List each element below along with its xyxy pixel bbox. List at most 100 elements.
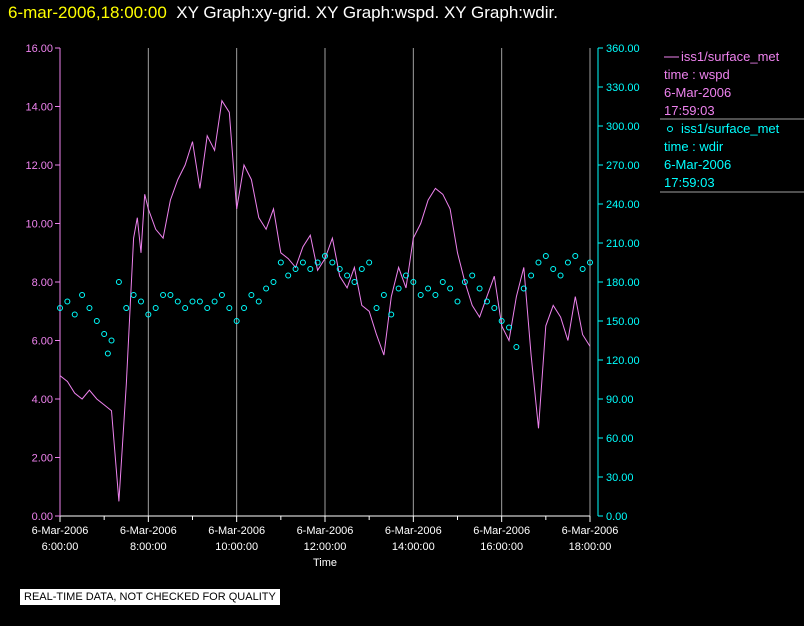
- y-right-tick-label: 300.00: [606, 121, 640, 133]
- wdir-point: [93, 318, 100, 324]
- wdir-series: [57, 253, 593, 357]
- x-tick-label-time: 6:00:00: [42, 541, 79, 553]
- y-right-tick-label: 360.00: [606, 43, 640, 55]
- y-left-tick-label: 0.00: [32, 511, 53, 523]
- wdir-point: [174, 298, 181, 305]
- legend-wdir-swatch: [667, 126, 673, 132]
- quality-disclaimer: REAL-TIME DATA, NOT CHECKED FOR QUALITY: [20, 589, 280, 605]
- wdir-point: [329, 259, 336, 266]
- y-left-tick-label: 16.00: [25, 43, 53, 55]
- wdir-point: [395, 285, 402, 292]
- x-tick-label-date: 6-Mar-2006: [562, 525, 619, 537]
- x-tick-label-time: 8:00:00: [130, 541, 167, 553]
- wdir-point: [579, 266, 586, 272]
- grid-lines: [147, 48, 591, 516]
- legend-wdir-text: 17:59:03: [664, 175, 715, 190]
- y-right-tick-label: 30.00: [606, 472, 634, 484]
- wdir-point: [108, 337, 115, 344]
- wdir-point: [123, 305, 130, 311]
- y-right-tick-label: 330.00: [606, 82, 640, 94]
- wdir-point: [358, 266, 365, 272]
- x-tick-label-time: 16:00:00: [480, 541, 523, 553]
- wdir-point: [248, 292, 255, 298]
- legend-wspd-text: 6-Mar-2006: [664, 85, 731, 100]
- wdir-point: [476, 285, 483, 292]
- y-left-tick-label: 4.00: [32, 394, 53, 406]
- wdir-point: [506, 324, 513, 331]
- x-tick-label-date: 6-Mar-2006: [297, 525, 354, 537]
- y-left-tick-label: 6.00: [32, 336, 53, 348]
- wdir-point: [226, 305, 233, 311]
- x-tick-label-date: 6-Mar-2006: [208, 525, 265, 537]
- wdir-point: [152, 305, 159, 311]
- x-axis-label: Time: [313, 557, 337, 569]
- wdir-point: [285, 272, 292, 279]
- wdir-point: [270, 279, 277, 285]
- legend-wdir-text: time : wdir: [664, 139, 724, 154]
- wdir-point: [314, 259, 321, 266]
- wdir-point: [160, 292, 167, 298]
- wdir-point: [137, 298, 144, 305]
- y-right-tick-label: 0.00: [606, 511, 627, 523]
- axes: 0.00 2.00 4.00 6.00 8.00 10.00 12.00 14.00 16.00…: [25, 43, 639, 569]
- y-right-tick-label: 150.00: [606, 316, 640, 328]
- wdir-point: [564, 259, 571, 266]
- x-tick-label-date: 6-Mar-2006: [32, 525, 89, 537]
- wdir-point: [336, 266, 343, 272]
- wdir-point: [307, 266, 314, 272]
- x-tick-label-time: 12:00:00: [304, 541, 347, 553]
- legend-wspd-text: iss1/surface_met: [681, 49, 780, 64]
- wdir-point: [454, 298, 461, 305]
- wdir-point: [79, 292, 86, 298]
- wdir-point: [233, 318, 240, 324]
- x-tick-label-time: 10:00:00: [215, 541, 258, 553]
- y-right-tick-label: 90.00: [606, 394, 634, 406]
- wdir-point: [322, 253, 328, 259]
- wdir-point: [528, 272, 535, 279]
- wdir-point: [196, 298, 203, 305]
- legend-wspd-text: time : wspd: [664, 67, 730, 82]
- wdir-point: [115, 279, 122, 285]
- x-tick-label-date: 6-Mar-2006: [120, 525, 177, 537]
- wdir-point: [366, 259, 373, 266]
- y-left-tick-label: 8.00: [32, 277, 53, 289]
- header-timestamp: 6-mar-2006,18:00:00: [8, 3, 167, 22]
- wdir-point: [439, 279, 446, 285]
- wdir-point: [469, 272, 476, 279]
- y-right-tick-label: 180.00: [606, 277, 640, 289]
- wdir-point: [218, 292, 225, 298]
- wdir-point: [299, 259, 306, 266]
- wdir-point: [542, 253, 549, 259]
- legend-wspd-text: 17:59:03: [664, 103, 715, 118]
- wdir-point: [380, 292, 387, 298]
- wdir-point: [64, 298, 71, 305]
- wdir-point: [211, 298, 218, 305]
- wdir-point: [513, 344, 520, 350]
- wdir-point: [130, 292, 137, 298]
- x-tick-label-date: 6-Mar-2006: [385, 525, 442, 537]
- wdir-point: [432, 292, 439, 298]
- wdir-point: [498, 318, 505, 324]
- graph-header: 6-mar-2006,18:00:00 XY Graph:xy-grid. XY…: [8, 3, 558, 23]
- legend-wdir-text: 6-Mar-2006: [664, 157, 731, 172]
- x-tick-label-date: 6-Mar-2006: [473, 525, 530, 537]
- y-left-tick-label: 14.00: [25, 102, 53, 114]
- wdir-point: [557, 272, 564, 279]
- wdir-point: [145, 311, 152, 318]
- wdir-point: [572, 253, 579, 259]
- legend-wdir-text: iss1/surface_met: [681, 121, 780, 136]
- x-tick-label-time: 14:00:00: [392, 541, 435, 553]
- wdir-point: [535, 259, 542, 266]
- wdir-point: [182, 305, 189, 311]
- wdir-point: [550, 266, 557, 272]
- wdir-point: [101, 331, 108, 337]
- wdir-point: [402, 272, 409, 279]
- wdir-point: [292, 266, 299, 272]
- header-graph-list: XY Graph:xy-grid. XY Graph:wspd. XY Grap…: [176, 3, 558, 22]
- y-right-tick-label: 270.00: [606, 160, 640, 172]
- wdir-point: [71, 311, 78, 318]
- wdir-point: [461, 279, 468, 285]
- wdir-point: [167, 292, 174, 298]
